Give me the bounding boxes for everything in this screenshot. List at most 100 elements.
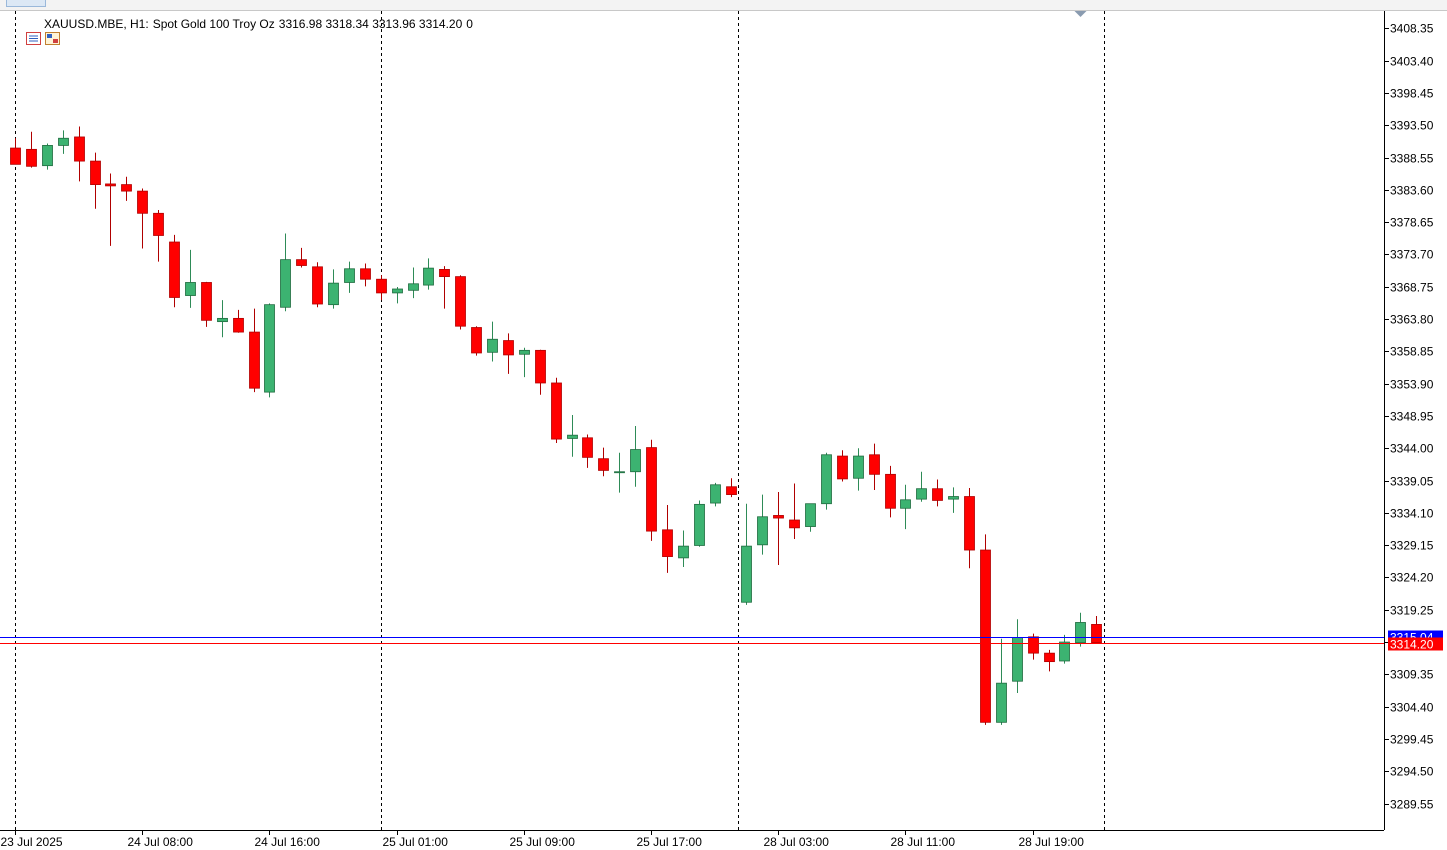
candle (217, 300, 228, 338)
candle-body (551, 382, 562, 440)
candle-body (1075, 622, 1086, 644)
candle-body (885, 473, 896, 509)
candle (90, 152, 101, 209)
candle (26, 131, 37, 168)
price-tick-label: 3304.40 (1390, 701, 1434, 715)
candle (10, 138, 21, 165)
candle-body (932, 488, 943, 501)
candle (519, 347, 530, 378)
candle-body (726, 486, 737, 495)
candle-body (535, 349, 546, 384)
candle-body (916, 488, 927, 500)
price-tick-label: 3393.50 (1390, 119, 1434, 133)
candle-body (264, 304, 275, 393)
candle (74, 126, 85, 182)
bid-price-label-bg (1388, 637, 1443, 651)
candle-body (837, 455, 848, 480)
candle (408, 267, 419, 299)
candle (423, 258, 434, 290)
candle-body (121, 184, 132, 192)
candle (264, 303, 275, 398)
candle (837, 450, 848, 482)
candle-body (948, 496, 959, 500)
time-tick-label: 23 Jul 2025 (1, 835, 63, 849)
candle (249, 308, 260, 393)
candle (105, 173, 116, 246)
candle-body (423, 267, 434, 286)
candle (153, 210, 164, 262)
candle-body (201, 282, 212, 321)
chart-tab[interactable] (6, 0, 46, 7)
candle (471, 326, 482, 356)
candle (614, 452, 625, 493)
candle-body (821, 454, 832, 505)
candle (392, 287, 403, 304)
price-tick-label: 3373.70 (1390, 248, 1434, 262)
candle-body (249, 331, 260, 389)
candle-body (582, 437, 593, 458)
price-tick-label: 3363.80 (1390, 313, 1434, 327)
bid-price-label-text: 3314.20 (1390, 638, 1434, 652)
candle (1075, 612, 1086, 647)
candle-body (153, 212, 164, 236)
time-tick-label: 24 Jul 08:00 (128, 835, 194, 849)
candle (439, 266, 450, 309)
candle-body (217, 317, 228, 323)
price-tick-label: 3329.15 (1390, 539, 1434, 553)
candle-body (980, 549, 991, 723)
candle-body (471, 327, 482, 354)
price-tick-label: 3309.35 (1390, 668, 1434, 682)
candle (773, 491, 784, 566)
price-tick-label: 3289.55 (1390, 798, 1434, 812)
candle (1012, 619, 1023, 693)
list-icon[interactable] (6, 18, 42, 45)
candle-body (519, 349, 530, 355)
candle (328, 269, 339, 309)
price-tick-label: 3299.45 (1390, 733, 1434, 747)
candle-body (26, 148, 37, 167)
price-tick-label: 3339.05 (1390, 475, 1434, 489)
candle-body (900, 499, 911, 509)
time-tick-label: 25 Jul 09:00 (510, 835, 576, 849)
candle-body (964, 496, 975, 551)
candle (710, 482, 721, 507)
candle-body (1012, 637, 1023, 682)
candle-body (280, 259, 291, 308)
candle (137, 188, 148, 249)
price-lines (0, 637, 1384, 644)
candle-body (137, 190, 148, 214)
candle (662, 505, 673, 573)
candle (296, 247, 307, 268)
day-separator-lines (15, 11, 1105, 830)
candle (678, 530, 689, 568)
candle-body (694, 503, 705, 546)
candle (455, 275, 466, 330)
candle (598, 447, 609, 477)
candle-body (805, 503, 816, 527)
candle-body (678, 545, 689, 559)
candle (900, 484, 911, 530)
candle-body (487, 338, 498, 353)
price-tick-label: 3378.65 (1390, 216, 1434, 230)
candle-body (58, 137, 69, 146)
candle (535, 349, 546, 395)
candle-body (392, 288, 403, 294)
candle (280, 233, 291, 312)
candle (646, 439, 657, 541)
candle-body (439, 269, 450, 278)
time-tick-label: 28 Jul 19:00 (1019, 835, 1085, 849)
price-tick-label: 3334.10 (1390, 507, 1434, 521)
candle (582, 434, 593, 468)
candle-body (455, 276, 466, 327)
time-tick-label: 28 Jul 11:00 (891, 835, 956, 849)
candle-body (74, 136, 85, 162)
time-axis: 23 Jul 2025 24 Jul 08:00 24 Jul 16:00 25 Ju… (0, 830, 1384, 849)
candle (360, 263, 371, 287)
candle (1059, 634, 1070, 664)
candle (869, 443, 880, 491)
candle (58, 130, 69, 154)
candle (630, 426, 641, 487)
candle-body (376, 278, 387, 294)
